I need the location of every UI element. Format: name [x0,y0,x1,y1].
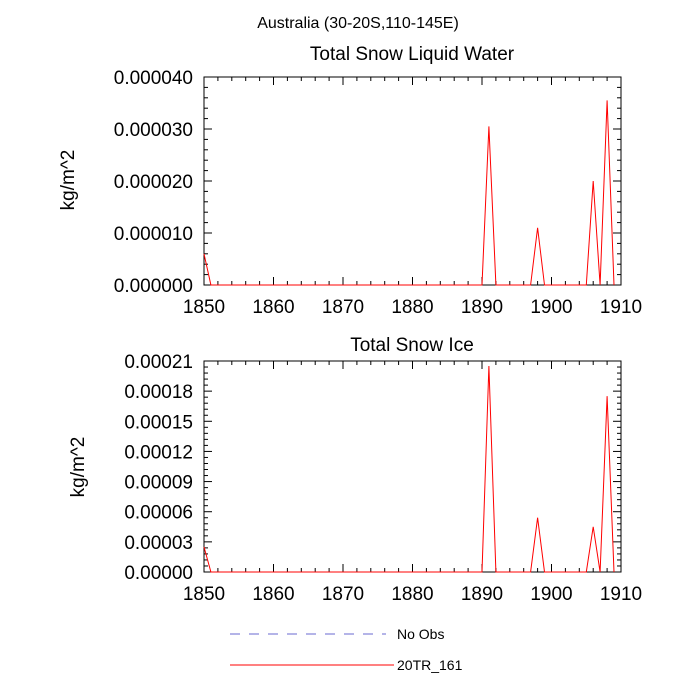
y-tick-label: 0.000040 [114,68,193,89]
y-tick-label: 0.000010 [114,224,193,245]
panel-total-snow-ice: Total Snow Ice kg/m^2 1850 1860 1870 1880 18… [68,335,642,605]
x-tick-label: 1860 [252,584,294,605]
panel-total-snow-liquid-water: Total Snow Liquid Water kg/m^2 1850 1860 1… [58,44,642,318]
panel-title: Total Snow Ice [350,335,474,356]
x-tick-label: 1880 [391,584,433,605]
legend-label-20tr-161: 20TR_161 [397,657,463,673]
plot-frame [203,360,622,573]
figure-title: Australia (30-20S,110-145E) [257,15,459,32]
x-tick-label: 1850 [183,297,225,318]
x-tick-label: 1870 [322,297,364,318]
x-tick-label: 1870 [322,584,364,605]
series-line-20tr-161 [203,365,615,573]
legend: No Obs 20TR_161 [230,626,463,673]
y-tick-label: 0.00018 [124,382,193,403]
y-axis-label: kg/m^2 [58,150,79,211]
y-tick-label: 0.000020 [114,172,193,193]
x-tick-label: 1900 [530,297,572,318]
x-tick-label: 1910 [600,584,642,605]
y-tick-label: 0.00021 [124,352,193,373]
y-tick-label: 0.00006 [124,503,193,524]
plot-frame [203,76,622,286]
x-tick-label: 1900 [530,584,572,605]
y-tick-label: 0.00015 [124,412,193,433]
y-tick-label: 0.000000 [114,276,193,297]
y-axis-label: kg/m^2 [68,437,89,498]
x-tick-label: 1890 [461,584,503,605]
x-tick-label: 1890 [461,297,503,318]
x-tick-label: 1910 [600,297,642,318]
panel-title: Total Snow Liquid Water [310,44,515,65]
series-line-20tr-161 [203,100,615,286]
y-tick-label: 0.00009 [124,473,193,494]
y-tick-label: 0.00012 [124,442,193,463]
x-tick-label: 1850 [183,584,225,605]
x-tick-label: 1860 [252,297,294,318]
x-tick-label: 1880 [391,297,433,318]
y-tick-label: 0.000030 [114,120,193,141]
y-tick-label: 0.00000 [124,563,193,584]
legend-label-no-obs: No Obs [397,626,444,642]
y-tick-label: 0.00003 [124,533,193,554]
